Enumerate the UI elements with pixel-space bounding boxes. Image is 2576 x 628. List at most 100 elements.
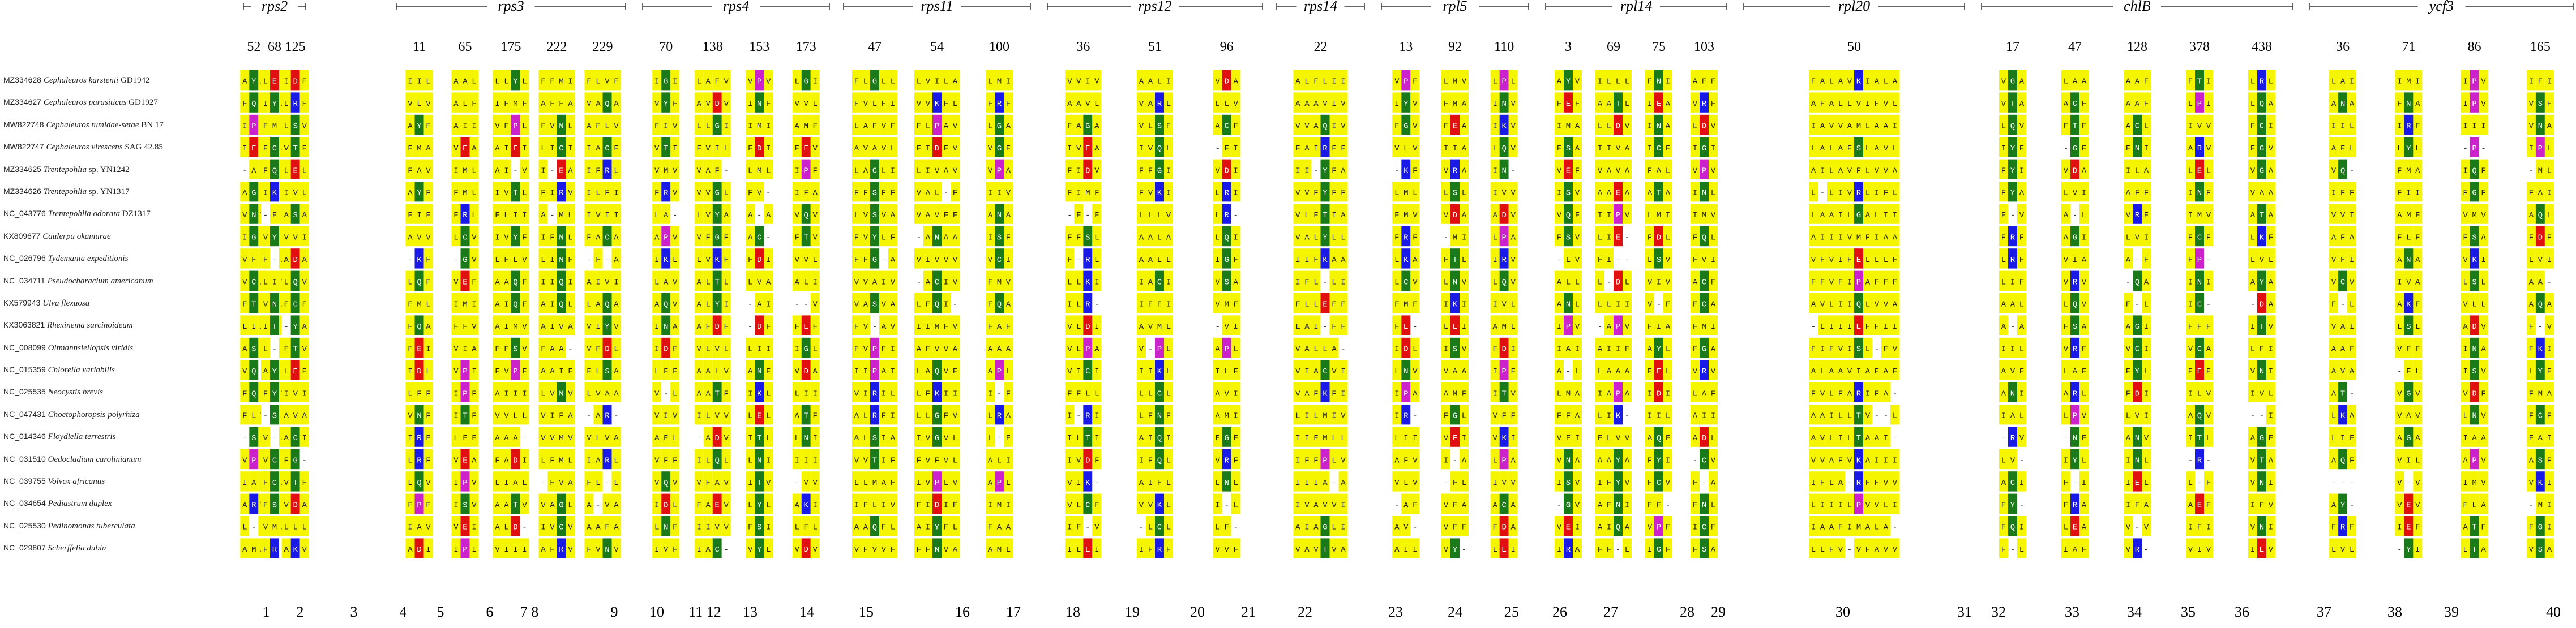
residue-letter: L — [988, 122, 992, 131]
residue-letter: A — [944, 122, 949, 131]
residue-letter: A — [1865, 278, 1871, 287]
residue-letter: M — [1856, 122, 1861, 131]
residue-letter: A — [697, 322, 702, 332]
residue-letter: A — [1865, 367, 1871, 376]
residue-letter: A — [997, 322, 1002, 332]
strain-label: DZ1317 — [120, 209, 151, 218]
residue-letter: F — [614, 144, 618, 153]
residue-letter: I — [1444, 457, 1448, 466]
residue-letter: V — [1711, 211, 1716, 220]
residue-letter: G — [804, 78, 808, 87]
residue-letter: D — [1453, 211, 1457, 220]
residue-letter: P — [1616, 322, 1620, 332]
residue-letter: F — [697, 144, 701, 153]
residue-letter: F — [1666, 144, 1670, 153]
residue-letter: L — [1607, 300, 1611, 309]
position-number: 96 — [1220, 40, 1234, 54]
residue-letter: F — [1648, 166, 1652, 175]
residue-letter: V — [944, 545, 949, 554]
residue-letter: A — [587, 501, 592, 510]
residue-letter: I — [284, 189, 288, 198]
residue-letter: M — [1501, 322, 1506, 332]
residue-letter: A — [251, 479, 256, 488]
residue-letter: I — [513, 389, 517, 398]
alignment-block: L M IF R FL G AV G FV P AI I VA N AI S FV C IF M VF Q AF A FA A AA… — [986, 70, 1013, 558]
residue-letter: V — [2064, 345, 2069, 354]
residue-letter: I — [1076, 189, 1081, 198]
residue-letter: Q — [1501, 278, 1506, 287]
residue-letter: T — [2010, 100, 2015, 109]
residue-letter: V — [917, 211, 922, 220]
residue-letter: - — [272, 434, 277, 443]
residue-letter: F — [596, 256, 600, 265]
residue-letter: L — [1067, 278, 1072, 287]
residue-letter: - — [1847, 545, 1852, 554]
residue-letter: L — [614, 457, 618, 466]
residue-letter: A — [1666, 322, 1671, 332]
residue-letter: V — [1648, 300, 1653, 309]
residue-letter: F — [1295, 300, 1300, 309]
residue-letter: L — [706, 457, 711, 466]
residue-letter: V — [1648, 523, 1653, 532]
residue-letter: Q — [997, 300, 1002, 309]
residue-letter: F — [1332, 322, 1336, 332]
residue-letter: D — [757, 256, 761, 265]
residue-letter: A — [1006, 122, 1011, 131]
residue-letter: A — [1462, 122, 1467, 131]
residue-letter: R — [1403, 412, 1409, 421]
residue-letter: F — [1139, 166, 1144, 175]
residue-letter: L — [541, 256, 545, 265]
residue-letter: I — [1820, 345, 1825, 354]
residue-letter: Q — [664, 300, 668, 309]
residue-letter: A — [1829, 367, 1834, 376]
residue-letter: L — [673, 434, 677, 443]
residue-letter: A — [1811, 100, 1816, 109]
residue-letter: - — [2064, 144, 2068, 153]
residue-letter: L — [1341, 234, 1345, 243]
residue-letter: V — [1510, 278, 1516, 287]
residue-letter: F — [891, 479, 895, 488]
residue-letter: Y — [2010, 166, 2016, 175]
residue-letter: V — [1215, 278, 1220, 287]
residue-letter: V — [417, 234, 422, 243]
residue-letter: F — [1413, 234, 1417, 243]
residue-letter: G — [935, 434, 939, 443]
residue-letter: F — [1875, 367, 1879, 376]
residue-letter: F — [495, 367, 499, 376]
residue-letter: N — [1224, 479, 1229, 488]
residue-letter: L — [1847, 501, 1852, 510]
residue-letter: - — [1625, 234, 1629, 243]
residue-letter: V — [1076, 457, 1081, 466]
residue-letter: V — [724, 523, 729, 532]
residue-letter: F — [242, 300, 247, 309]
residue-letter: L — [1139, 412, 1144, 421]
residue-letter: A — [1607, 189, 1612, 198]
residue-letter: I — [724, 122, 729, 131]
residue-letter: K — [1856, 457, 1862, 466]
residue-letter: V — [426, 100, 431, 109]
residue-letter: I — [1648, 545, 1652, 554]
residue-letter: I — [1341, 501, 1345, 510]
position-number: 70 — [659, 40, 673, 54]
residue-letter: A — [1139, 479, 1144, 488]
residue-letter: I — [1865, 100, 1870, 109]
residue-letter: R — [1856, 389, 1862, 398]
residue-letter: A — [1829, 523, 1834, 532]
residue-letter: - — [1413, 322, 1417, 332]
residue-letter: F — [944, 412, 948, 421]
residue-letter: - — [953, 300, 957, 309]
residue-letter: I — [522, 211, 527, 220]
residue-letter: I — [1148, 367, 1153, 376]
residue-letter: L — [495, 256, 499, 265]
residue-letter: P — [1856, 501, 1861, 510]
residue-letter: F — [1453, 501, 1457, 510]
residue-letter: V — [472, 234, 477, 243]
residue-letter: A — [1067, 100, 1072, 109]
residue-letter: I — [1233, 389, 1238, 398]
residue-letter: Y — [1616, 457, 1621, 466]
residue-letter: V — [1085, 100, 1090, 109]
residue-letter: T — [664, 144, 668, 153]
residue-letter: A — [596, 100, 601, 109]
accession-number: NC_015359 — [3, 365, 48, 374]
residue-letter: V — [1394, 78, 1400, 87]
